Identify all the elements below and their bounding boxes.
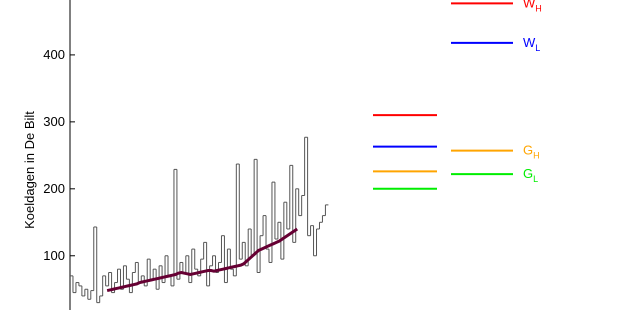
y-tick-label: 200 <box>43 181 65 196</box>
y-tick-label: 300 <box>43 114 65 129</box>
step-connectors <box>72 137 326 303</box>
scenario-name: G <box>523 166 533 181</box>
scenario-sub: H <box>535 3 542 13</box>
scenario-name: W <box>523 0 536 10</box>
smoothed-line <box>106 227 299 293</box>
y-axis-label: Koeldagen in De Bilt <box>22 111 37 229</box>
scenario-name: G <box>523 143 533 158</box>
scenario-name: W <box>523 35 536 50</box>
y-tick-label: 100 <box>43 248 65 263</box>
scenario-label: WH <box>523 0 542 13</box>
scenario-sub: L <box>533 174 538 184</box>
scenario-label: WL <box>523 35 540 53</box>
scenario-label: GL <box>523 166 538 184</box>
scenario-label: GH <box>523 143 540 161</box>
scenario-sub: L <box>535 43 540 53</box>
y-tick-label: 400 <box>43 47 65 62</box>
scenario-sub: H <box>533 151 540 161</box>
